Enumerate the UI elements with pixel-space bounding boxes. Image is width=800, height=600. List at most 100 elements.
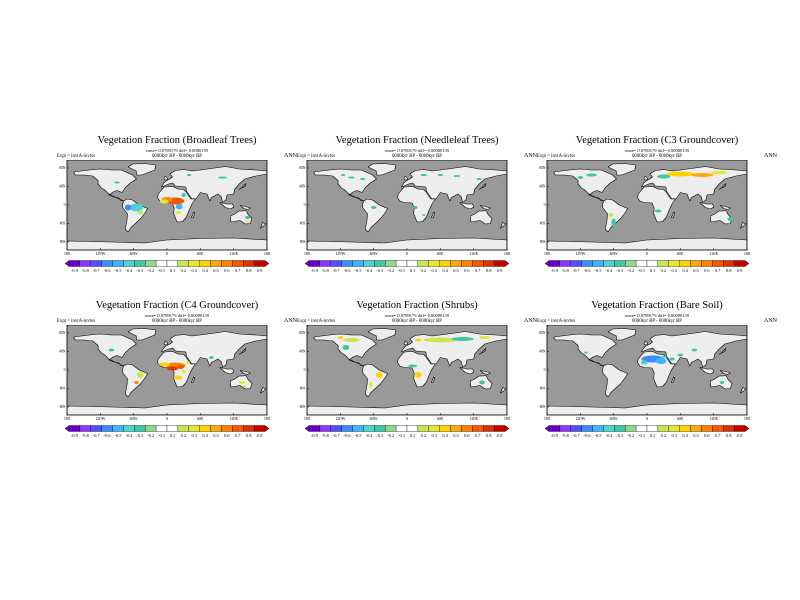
y-tick-label: 80N (299, 166, 306, 170)
colorbar-label: 0.6 (704, 433, 710, 438)
continent (720, 205, 731, 210)
season-label: ANN (284, 153, 297, 159)
continent (67, 402, 267, 415)
x-tick-label: 120W (95, 251, 106, 256)
colorbar-swatch (134, 425, 146, 432)
x-tick-label: 180 (543, 251, 551, 256)
continent (500, 222, 507, 229)
experiment-label: Expt = invtA-invtss (537, 154, 575, 159)
colorbar-label: 0.3 (191, 433, 197, 438)
anomaly-patch (727, 217, 734, 221)
colorbar-swatch (90, 260, 102, 267)
colorbar-swatch (417, 425, 429, 432)
colorbar-label: -0.1 (158, 433, 166, 438)
colorbar-swatch (428, 260, 440, 267)
continent (643, 340, 648, 346)
colorbar-label: -0.7 (572, 268, 580, 273)
colorbar-swatch (352, 425, 364, 432)
rmse-text: rmse= 0.0789179 diff= 0.00080139 (624, 148, 690, 153)
continent (362, 198, 388, 233)
colorbar-label: -0.8 (321, 268, 329, 273)
continent (718, 183, 727, 190)
colorbar-swatch (483, 425, 495, 432)
colorbar-swatch (253, 260, 266, 267)
time-range-label: 0000kyr BP - 0000kyr BP (632, 154, 682, 159)
x-tick-label: 60W (369, 416, 378, 421)
anomaly-patch (218, 176, 227, 179)
colorbar-label: -0.8 (81, 433, 89, 438)
y-tick-label: 40N (59, 185, 66, 189)
season-label: ANN (524, 318, 537, 324)
continent (163, 175, 168, 181)
continent (219, 367, 234, 375)
x-tick-label: 120E (709, 251, 719, 256)
x-tick-label: 60W (129, 251, 138, 256)
panel-title: Vegetation Fraction (C3 Groundcover) (575, 135, 739, 146)
colorbar-label: 0.4 (442, 433, 448, 438)
x-tick-label: 120W (335, 416, 346, 421)
colorbar-label: -0.5 (354, 268, 362, 273)
colorbar-swatch (363, 260, 375, 267)
colorbar-end-left (304, 425, 310, 432)
panel-title: Vegetation Fraction (Bare Soil) (591, 300, 723, 311)
colorbar-swatch (614, 260, 626, 267)
anomaly-patch (479, 336, 491, 339)
x-tick-label: 120E (229, 416, 239, 421)
colorbar-swatch (308, 425, 321, 432)
colorbar-label: 0.5 (693, 268, 699, 273)
colorbar-swatch (363, 425, 375, 432)
anomaly-patch (137, 210, 144, 215)
time-range-label: 0000kyr BP - 0000kyr BP (152, 319, 202, 324)
continent (260, 387, 267, 394)
colorbar-end-right (744, 260, 750, 267)
continent (480, 370, 491, 375)
colorbar-swatch (439, 260, 451, 267)
colorbar-swatch (603, 425, 615, 432)
colorbar-label: -0.1 (638, 433, 646, 438)
anomaly-patch (437, 174, 444, 176)
anomaly-patch (719, 381, 725, 384)
anomaly-patch (175, 203, 183, 210)
anomaly-patch (413, 206, 418, 209)
anomaly-patch (479, 380, 485, 385)
experiment-label: Expt = invtA-invtss (297, 154, 335, 159)
colorbar-label: 0.2 (420, 433, 427, 438)
panel-title: Vegetation Fraction (Needleleaf Trees) (335, 135, 499, 146)
colorbar-swatch (188, 260, 200, 267)
colorbar-swatch (712, 425, 724, 432)
colorbar-label: 0.7 (235, 433, 241, 438)
rmse-text: rmse= 0.0789179 diff= 0.00080139 (144, 313, 210, 318)
world-map: 80N 40N 0 40S 80S (59, 325, 268, 416)
colorbar-swatch (493, 260, 506, 267)
colorbar-swatch (232, 260, 244, 267)
y-tick-label: 80S (300, 240, 306, 244)
colorbar-swatch (210, 425, 222, 432)
colorbar-label: 0.6 (464, 268, 470, 273)
anomaly-patch (660, 355, 667, 359)
map-panel: Vegetation Fraction (C4 Groundcover) rmse… (57, 300, 297, 465)
colorbar-swatch (199, 425, 211, 432)
colorbar-label: 0.7 (715, 268, 721, 273)
continent (699, 367, 714, 375)
continent (470, 210, 493, 225)
anomaly-patch (608, 213, 614, 217)
colorbar-swatch (603, 260, 615, 267)
colorbar-swatch (123, 260, 135, 267)
x-tick-label: 120W (575, 416, 586, 421)
y-tick-label: 80N (59, 166, 66, 170)
anomaly-patch (420, 174, 427, 176)
colorbar-label: 0.1 (169, 433, 176, 438)
anomaly-patch (640, 360, 648, 365)
colorbar-swatch (406, 425, 419, 432)
colorbar-label: 0.3 (191, 268, 197, 273)
y-tick-label: 80N (539, 331, 546, 335)
colorbar-label: -0.9 (310, 268, 318, 273)
anomaly-patch (186, 361, 190, 364)
colorbar-label: -0.3 (616, 433, 624, 438)
colorbar-label: 0.2 (180, 433, 187, 438)
colorbar-swatch (134, 260, 146, 267)
colorbar-label: 0.1 (409, 433, 416, 438)
y-tick-label: 40S (60, 222, 66, 226)
rmse-text: rmse= 0.0789179 diff= 0.00080139 (384, 313, 450, 318)
colorbar (304, 260, 510, 267)
